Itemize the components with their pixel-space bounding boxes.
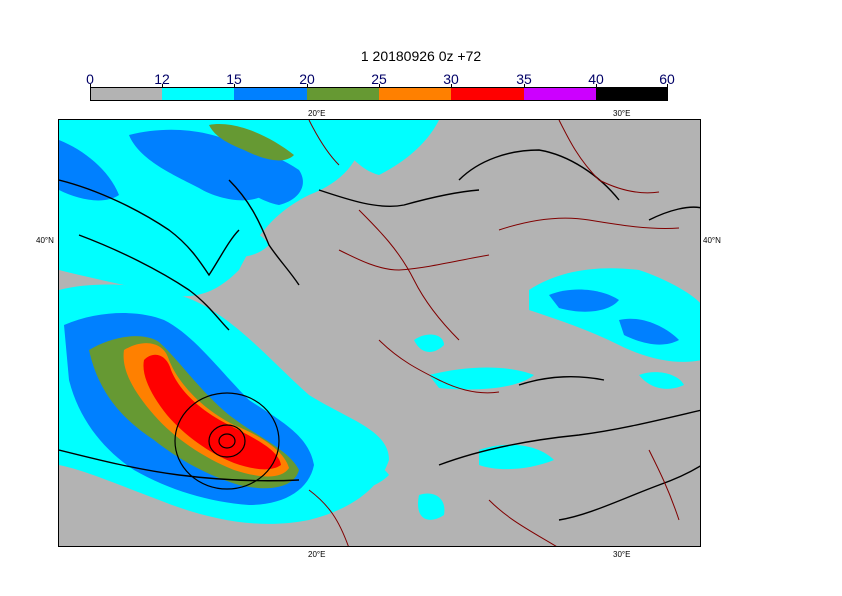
coastline: [59, 449, 300, 482]
coastline: [318, 189, 480, 208]
wind-area-cyan: [418, 493, 445, 520]
colorbar-label-12: 12: [154, 71, 170, 87]
country-borders: [308, 120, 680, 546]
wind-area-green: [209, 124, 294, 161]
colorbar-tick: [379, 84, 380, 88]
top-lon-label-20e: 20°E: [308, 109, 326, 118]
coastline: [648, 206, 700, 221]
border-line: [378, 339, 500, 394]
wind-area-cyan: [479, 444, 554, 470]
top-lon-label-30e: 30°E: [613, 109, 631, 118]
left-lat-label-40n: 40°N: [36, 236, 54, 245]
coastline: [59, 179, 240, 277]
wind-area-cyan: [429, 367, 534, 390]
colorbar-tick: [162, 84, 163, 88]
wind-area-cyan: [209, 225, 269, 257]
colorbar-seg-7: [596, 87, 668, 101]
bottom-lon-label-20e: 20°E: [308, 550, 326, 559]
east-wind-area: [414, 268, 700, 520]
colorbar-tick: [451, 84, 452, 88]
border-line: [308, 489, 349, 546]
border-line: [308, 120, 340, 166]
colorbar: [90, 87, 668, 101]
border-line: [338, 249, 490, 271]
border-line: [498, 217, 680, 231]
colorbar-seg-0: [90, 87, 162, 101]
wind-area-red: [143, 354, 281, 470]
colorbar-tick: [596, 84, 597, 88]
wind-gust-map: [58, 119, 701, 547]
northwest-wind-area: [59, 120, 439, 297]
wind-area-blue: [59, 140, 119, 201]
wind-area-blue: [619, 318, 679, 345]
colorbar-label-60: 60: [659, 71, 675, 87]
colorbar-seg-6: [524, 87, 596, 101]
colorbar-tick: [90, 84, 91, 88]
colorbar-label-35: 35: [516, 71, 532, 87]
colorbar-frame: [90, 87, 668, 101]
border-line: [488, 499, 557, 546]
colorbar-seg-3: [307, 87, 379, 101]
colorbar-label-25: 25: [371, 71, 387, 87]
isobar: [174, 392, 280, 490]
colorbar-seg-1: [162, 87, 234, 101]
cyclone-wind-area: [59, 284, 389, 524]
colorbar-label-30: 30: [443, 71, 459, 87]
colorbar-seg-2: [234, 87, 307, 101]
coastline: [558, 465, 700, 521]
wind-area-cyan: [414, 334, 444, 352]
colorbar-tick: [234, 84, 235, 88]
colorbar-tick: [667, 84, 668, 88]
coastline: [518, 376, 605, 386]
coastline: [78, 234, 230, 331]
isobar: [218, 433, 236, 449]
colorbar-tick: [524, 84, 525, 88]
colorbar-label-20: 20: [299, 71, 315, 87]
coastline: [438, 409, 700, 466]
isobar: [208, 424, 246, 458]
wind-area-cyan: [319, 120, 439, 175]
colorbar-tick: [307, 84, 308, 88]
colorbar-label-15: 15: [226, 71, 242, 87]
colorbar-label-0: 0: [86, 71, 94, 87]
wind-area-blue: [209, 146, 303, 205]
colorbar-seg-5: [451, 87, 524, 101]
chart-title: 1 20180926 0z +72: [360, 48, 482, 64]
wind-area-cyan: [319, 459, 389, 492]
colorbar-seg-4: [379, 87, 451, 101]
border-line: [648, 449, 680, 521]
wind-area-blue: [549, 289, 619, 312]
coastline: [228, 179, 300, 286]
border-line: [358, 209, 460, 341]
colorbar-label-40: 40: [588, 71, 604, 87]
border-line: [558, 120, 660, 194]
bottom-lon-label-30e: 30°E: [613, 550, 631, 559]
right-lat-label-40n: 40°N: [703, 236, 721, 245]
cyclone-isobars: [174, 392, 280, 490]
wind-area-cyan: [639, 372, 684, 389]
